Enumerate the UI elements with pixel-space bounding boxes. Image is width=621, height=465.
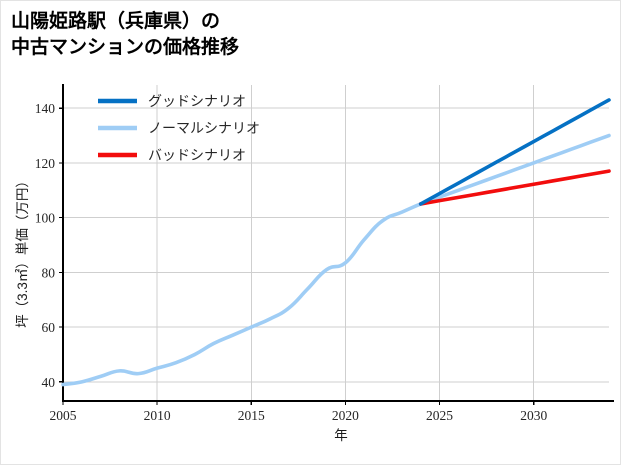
x-tick-label: 2020 xyxy=(332,408,359,423)
y-axis-title: 坪（3.3㎡）単価（万円） xyxy=(15,174,30,328)
x-tick-label: 2010 xyxy=(144,408,171,423)
axes-group xyxy=(62,84,614,402)
y-tick-labels: 40 60 80 100 120 140 xyxy=(35,101,56,390)
tick-marks-group xyxy=(59,107,535,405)
series-line-good xyxy=(418,98,611,206)
series-line-normal xyxy=(61,133,611,387)
legend-label-normal[interactable]: ノーマルシナリオ xyxy=(148,122,260,137)
x-tick-label: 2030 xyxy=(520,408,547,423)
y-tick-label: 60 xyxy=(42,320,56,335)
page-title: 山陽姫路駅（兵庫県）の 中古マンションの価格推移 xyxy=(11,11,240,58)
y-tick-label: 40 xyxy=(42,375,56,390)
gridlines-group xyxy=(62,85,609,401)
y-tick-label: 140 xyxy=(35,101,56,116)
x-tick-labels: 2005 2010 2015 2020 2025 2030 xyxy=(50,408,548,423)
series-line-bad xyxy=(418,169,611,206)
x-axis-title: 年 xyxy=(334,428,348,443)
y-tick-label: 80 xyxy=(42,265,56,280)
y-tick-label: 120 xyxy=(35,156,56,171)
x-tick-label: 2025 xyxy=(426,408,453,423)
data-series-group xyxy=(61,98,611,387)
x-tick-label: 2005 xyxy=(50,408,77,423)
x-tick-label: 2015 xyxy=(238,408,265,423)
legend-label-bad[interactable]: バッドシナリオ xyxy=(148,149,246,164)
y-tick-label: 100 xyxy=(35,211,56,226)
legend-label-good[interactable]: グッドシナリオ xyxy=(148,94,246,110)
